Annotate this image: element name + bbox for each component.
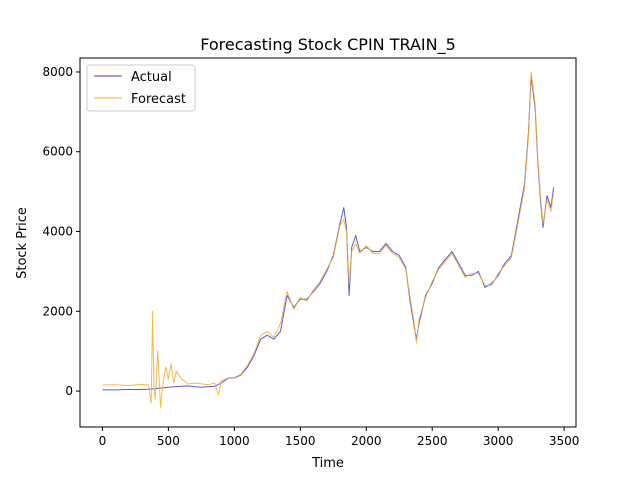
x-tick-label: 1500 <box>285 434 316 448</box>
series-layer <box>102 71 555 408</box>
x-axis-label: Time <box>311 456 344 471</box>
legend-label-actual: Actual <box>131 70 172 85</box>
x-tick-label: 2000 <box>351 434 382 448</box>
x-tick-label: 3000 <box>483 434 514 448</box>
chart-title: Forecasting Stock CPIN TRAIN_5 <box>200 35 456 55</box>
x-axis: 0 500 1000 1500 2000 2500 3000 3500 <box>99 427 580 448</box>
plot-area <box>79 57 577 428</box>
x-tick-label: 1000 <box>219 434 250 448</box>
y-tick-label: 0 <box>65 384 73 398</box>
x-tick-label: 500 <box>157 434 180 448</box>
y-tick-label: 2000 <box>42 304 73 318</box>
y-axis: 0 2000 4000 6000 8000 <box>42 65 80 398</box>
legend-label-forecast: Forecast <box>131 92 186 107</box>
y-axis-label: Stock Price <box>15 207 30 279</box>
x-tick-label: 0 <box>99 434 107 448</box>
legend: Actual Forecast <box>86 64 196 112</box>
axes-frame <box>79 57 577 428</box>
y-tick-label: 8000 <box>42 65 73 79</box>
y-tick-label: 6000 <box>42 145 73 159</box>
x-tick-label: 3500 <box>549 434 580 448</box>
series-line-forecast <box>102 71 555 408</box>
y-tick-label: 4000 <box>42 225 73 239</box>
x-tick-label: 2500 <box>417 434 448 448</box>
